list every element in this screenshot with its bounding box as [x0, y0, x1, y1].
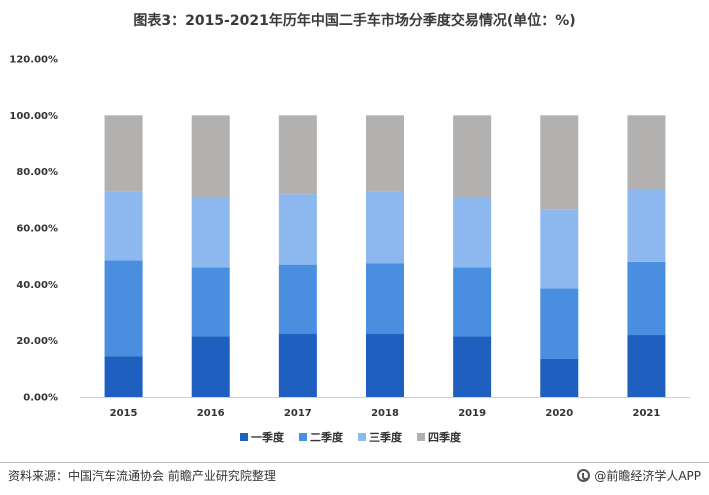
legend-label: 三季度 [369, 430, 403, 444]
bar-segment-2018-q4 [366, 115, 404, 192]
x-tick-label: 2016 [197, 408, 225, 419]
y-tick-label: 0.00% [23, 393, 58, 404]
bar-segment-2019-q2 [453, 267, 492, 337]
chart-title: 图表3：2015-2021年历年中国二手车市场分季度交易情况(单位：%) [133, 13, 576, 29]
y-axis: 0.00% 20.00% 40.00% 60.00% 80.00% 100.00% 120.… [9, 55, 58, 404]
bar-segment-2016-q1 [191, 336, 230, 397]
bar-segment-2016-q4 [191, 115, 230, 198]
source-note: 资料来源：中国汽车流通协会 前瞻产业研究院整理 [8, 469, 276, 483]
bar-segment-2018-q1 [366, 333, 404, 397]
brand-logo-icon [577, 469, 591, 482]
legend-label: 四季度 [428, 430, 462, 444]
x-tick-label: 2021 [633, 408, 661, 419]
legend-swatch [417, 433, 425, 441]
bar-segment-2015-q2 [104, 260, 143, 357]
legend-swatch [358, 433, 366, 441]
y-tick-label: 80.00% [16, 167, 58, 178]
bar-segment-2018-q3 [366, 191, 404, 264]
y-tick-label: 60.00% [16, 224, 58, 235]
stacked-bar-chart: 0.00% 20.00% 40.00% 60.00% 80.00% 100.00% 120.… [9, 55, 690, 444]
bar-segment-2019-q4 [453, 115, 492, 198]
legend-swatch [240, 433, 248, 441]
bar-segment-2017-q2 [278, 264, 317, 334]
bar-segment-2019-q1 [453, 336, 492, 397]
brand-label: @前瞻经济学人APP [594, 469, 701, 483]
bar-segment-2016-q2 [191, 267, 230, 337]
bar-segment-2019-q3 [453, 197, 492, 268]
bar-segment-2020-q2 [540, 288, 579, 359]
legend: 一季度 二季度 三季度 四季度 [240, 430, 462, 444]
x-tick-label: 2020 [545, 408, 573, 419]
y-tick-label: 20.00% [16, 336, 58, 347]
y-tick-label: 40.00% [16, 280, 58, 291]
x-tick-label: 2017 [284, 408, 312, 419]
bar-segment-2016-q3 [191, 197, 230, 268]
bar-segment-2020-q4 [540, 115, 579, 210]
bar-segment-2021-q3 [627, 189, 666, 262]
legend-label: 二季度 [310, 430, 344, 444]
bar-segment-2021-q2 [627, 261, 666, 336]
bar-segment-2020-q1 [540, 358, 579, 397]
y-tick-label: 120.00% [9, 55, 58, 66]
bars [104, 115, 666, 397]
bar-segment-2015-q1 [104, 356, 143, 397]
bar-segment-2015-q3 [104, 191, 143, 261]
bar-segment-2017-q3 [278, 194, 317, 265]
legend-swatch [299, 433, 307, 441]
bar-segment-2018-q2 [366, 263, 404, 334]
x-tick-label: 2015 [110, 408, 138, 419]
bar-segment-2015-q4 [104, 115, 143, 192]
footer-divider [0, 462, 709, 463]
x-tick-label: 2018 [371, 408, 399, 419]
y-tick-label: 100.00% [9, 111, 58, 122]
bar-segment-2020-q3 [540, 209, 579, 289]
legend-label: 一季度 [251, 430, 285, 444]
brand-credit: @前瞻经济学人APP [577, 467, 701, 484]
x-tick-label: 2019 [458, 408, 486, 419]
bar-segment-2017-q4 [278, 115, 317, 195]
bar-segment-2021-q4 [627, 115, 666, 190]
bar-segment-2017-q1 [278, 333, 317, 397]
x-axis: 2015 2016 2017 2018 2019 2020 2021 [80, 397, 690, 419]
bar-segment-2021-q1 [627, 335, 666, 397]
